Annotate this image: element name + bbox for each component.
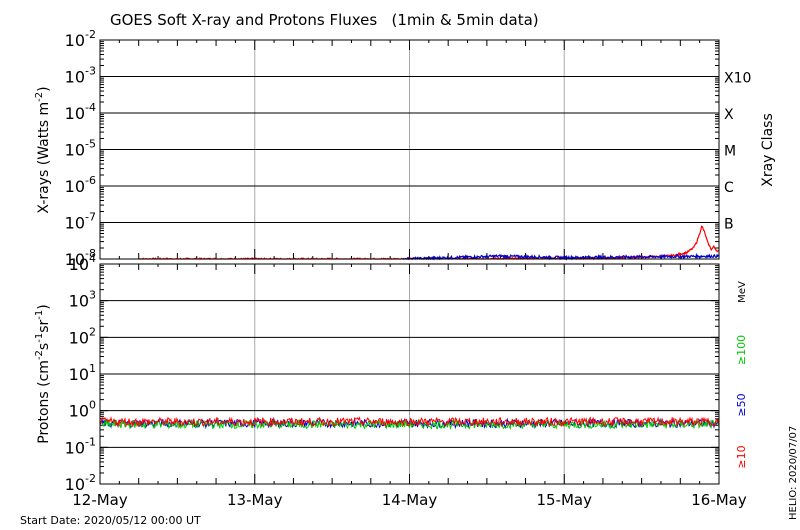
proton-y-tick-label: 10-2 [65, 472, 96, 494]
chart-title: GOES Soft X-ray and Protons Fluxes (1min… [110, 11, 539, 29]
xray-series-line [138, 225, 720, 261]
xray-y-tick-label: 10-3 [65, 65, 96, 87]
proton-energy-label: ≥100 [735, 335, 748, 365]
proton-series-line [99, 416, 720, 428]
start-date-label: Start Date: 2020/05/12 00:00 UT [20, 514, 201, 527]
xray-class-tick-label: X [724, 107, 734, 123]
proton-frame [99, 263, 720, 485]
xray-frame [99, 39, 720, 260]
x-tick-label: 12-May [72, 491, 128, 509]
xray-class-labels: X10 X M C B [724, 71, 751, 233]
proton-panel: 104 103 102 101 100 10-1 10-2 ≥100 ≥50 ≥10 MeV P… [34, 252, 748, 494]
proton-y-tick-labels: 104 103 102 101 100 10-1 10-2 [65, 252, 96, 494]
proton-energy-label: ≥50 [735, 393, 748, 416]
proton-y-tick-label: 101 [69, 362, 96, 384]
xray-y-tick-label: 10-2 [65, 28, 96, 50]
xray-class-tick-label: B [724, 217, 734, 233]
proton-y-tick-label: 103 [69, 289, 96, 311]
xray-y-tick-label: 10-8 [65, 247, 96, 269]
proton-y-tick-label: 104 [69, 252, 96, 274]
xray-panel: 10-2 10-3 10-4 10-5 10-6 10-7 10-8 X10 X M C B Xra… [34, 28, 776, 269]
proton-y-axis-label: Protons (cm-2s-1sr-1) [34, 304, 52, 443]
x-axis-tick-labels: 12-May 13-May 14-May 15-May 16-May [72, 491, 747, 509]
x-tick-label: 13-May [227, 491, 283, 509]
xray-grid [99, 39, 720, 260]
xray-y-axis-label: X-rays (Watts m-2) [34, 86, 52, 213]
xray-class-tick-label: C [724, 180, 734, 196]
xray-y-tick-label: 10-5 [65, 138, 96, 160]
proton-grid [99, 263, 720, 485]
xray-series [138, 225, 720, 261]
proton-y-tick-label: 102 [69, 325, 96, 347]
x-tick-label: 14-May [382, 491, 438, 509]
proton-y-tick-label: 10-1 [65, 435, 96, 457]
proton-energy-label: ≥10 [735, 445, 748, 468]
xray-y-tick-labels: 10-2 10-3 10-4 10-5 10-6 10-7 10-8 [65, 28, 96, 269]
xray-class-tick-label: X10 [724, 71, 751, 87]
xray-y-tick-label: 10-6 [65, 174, 96, 196]
xray-class-tick-label: M [724, 144, 736, 160]
xray-y-tick-label: 10-7 [65, 211, 96, 233]
proton-series [99, 416, 720, 431]
credit-label: HELIO: 2020/07/07 [788, 426, 799, 520]
x-tick-label: 16-May [691, 491, 747, 509]
proton-y-tick-label: 100 [69, 399, 96, 421]
proton-energy-labels: ≥100 ≥50 ≥10 [735, 335, 748, 469]
xray-series-line [402, 252, 720, 261]
proton-series-line [99, 417, 720, 430]
xray-y-tick-label: 10-4 [65, 101, 96, 123]
x-tick-label: 15-May [536, 491, 592, 509]
proton-energy-unit: MeV [737, 281, 748, 303]
xray-class-axis-label: Xray Class [760, 113, 776, 187]
